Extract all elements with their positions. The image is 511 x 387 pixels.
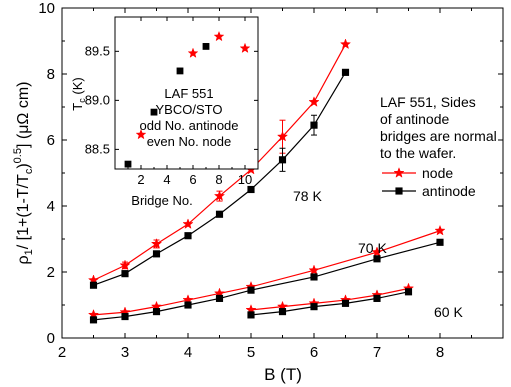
- x-axis-label: B (T): [264, 365, 302, 384]
- inset-plot-frame: [114, 16, 259, 170]
- data-point-node: [371, 246, 383, 257]
- annotation-70k: 70 K: [358, 240, 387, 256]
- y-tick-label: 10: [38, 0, 55, 17]
- inset-text-line-4: even No. node: [147, 134, 232, 149]
- data-point-antinode: [436, 238, 444, 246]
- data-point-node: [150, 238, 163, 249]
- x-tick-label: 6: [310, 344, 318, 361]
- data-point-antinode: [310, 273, 318, 281]
- inset-y-tick-label: 88.5: [85, 141, 110, 156]
- inset-text-line-2: YBCO/STO: [156, 102, 223, 117]
- inset-point-antinode: [202, 43, 210, 50]
- inset-point-node: [239, 42, 251, 54]
- legend-label-node: node: [422, 165, 453, 181]
- main-ticks: [61, 7, 503, 339]
- data-point-antinode: [247, 185, 255, 194]
- inset-y-axis-label: Tc (K): [70, 77, 87, 110]
- inset-tick-labels: 2 4 6 8 10 88.5 89.0 89.5: [85, 43, 253, 187]
- data-point-antinode: [152, 250, 161, 258]
- inset-x-tick-label: 8: [215, 172, 222, 187]
- x-tick-label: 4: [184, 344, 192, 361]
- data-point-antinode: [184, 232, 192, 240]
- inset-point-antinode: [124, 160, 132, 168]
- inset-point-antinode: [176, 67, 184, 75]
- y-tick-label: 8: [47, 66, 55, 83]
- inset-point-node: [187, 47, 199, 58]
- data-point-antinode: [184, 301, 192, 309]
- main-series: [87, 38, 446, 324]
- data-point-node: [119, 259, 131, 271]
- x-tick-label: 7: [373, 344, 381, 361]
- inset-text-line-1: LAF 551: [164, 86, 213, 101]
- data-point-antinode: [89, 281, 98, 289]
- inset-x-axis-label: Bridge No.: [131, 193, 192, 208]
- data-point-antinode: [152, 308, 161, 316]
- inset-x-tick-label: 4: [163, 172, 170, 187]
- data-point-antinode: [121, 270, 129, 278]
- data-point-antinode: [247, 311, 255, 319]
- inset-point-antinode: [150, 108, 158, 116]
- data-point-node: [182, 218, 194, 229]
- data-point-antinode: [341, 68, 350, 76]
- annotation-60k: 60 K: [434, 304, 463, 320]
- inset-x-tick-label: 2: [137, 172, 144, 187]
- x-tick-label: 5: [247, 344, 255, 361]
- data-point-antinode: [278, 156, 287, 164]
- inset-text-line-3: odd No. antinode: [139, 118, 238, 133]
- legend-label-antinode: antinode: [422, 183, 476, 199]
- y-tick-label: 4: [47, 198, 55, 215]
- data-point-antinode: [278, 308, 287, 316]
- y-tick-label: 2: [47, 264, 55, 281]
- data-point-node: [213, 190, 226, 201]
- y-axis-label: ρ1/ [1+(1-T/Tc)0.5] (μΩ cm): [12, 82, 35, 265]
- x-tick-label: 3: [121, 344, 129, 361]
- inset-x-tick-label: 10: [238, 172, 252, 187]
- data-point-antinode: [89, 316, 98, 324]
- legend: LAF 551, Sides of antinode bridges are n…: [380, 94, 497, 199]
- legend-marker-node: [393, 167, 405, 178]
- annotation-78k: 78 K: [293, 188, 322, 204]
- inset-series: [124, 30, 251, 168]
- series-line-node: [93, 230, 441, 316]
- data-point-antinode: [404, 288, 413, 296]
- inset-y-tick-label: 89.5: [85, 43, 110, 58]
- data-point-antinode: [310, 121, 318, 129]
- x-tick-label: 2: [58, 344, 66, 361]
- data-point-node: [308, 264, 320, 276]
- data-point-node: [339, 38, 352, 50]
- legend-keys: [382, 167, 416, 195]
- data-point-antinode: [247, 286, 255, 294]
- y-tick-label: 0: [47, 330, 55, 347]
- data-point-antinode: [310, 303, 318, 311]
- data-point-antinode: [373, 294, 381, 302]
- series-line-node: [250, 287, 409, 311]
- data-point-antinode: [215, 294, 224, 302]
- data-point-antinode: [341, 299, 350, 307]
- legend-title-line-3: bridges are normal: [380, 128, 497, 144]
- legend-marker-antinode: [395, 187, 403, 195]
- data-point-node: [434, 224, 446, 236]
- inset-point-node: [213, 30, 225, 42]
- y-tick-label: 6: [47, 132, 55, 149]
- x-tick-label: 8: [436, 344, 444, 361]
- data-point-node: [308, 96, 320, 107]
- legend-title-line-4: to the wafer.: [380, 145, 456, 161]
- inset-x-tick-label: 6: [189, 172, 196, 187]
- data-point-antinode: [215, 210, 224, 218]
- inset-y-tick-label: 89.0: [85, 92, 110, 107]
- inset-ticks: [115, 17, 258, 169]
- data-point-antinode: [121, 312, 129, 321]
- data-point-antinode: [373, 255, 381, 263]
- legend-title-line-1: LAF 551, Sides: [380, 94, 476, 110]
- legend-title-line-2: of antinode: [380, 111, 449, 127]
- inset-point-node: [135, 128, 147, 140]
- data-point-node: [276, 130, 289, 142]
- series-line-antinode: [250, 291, 409, 316]
